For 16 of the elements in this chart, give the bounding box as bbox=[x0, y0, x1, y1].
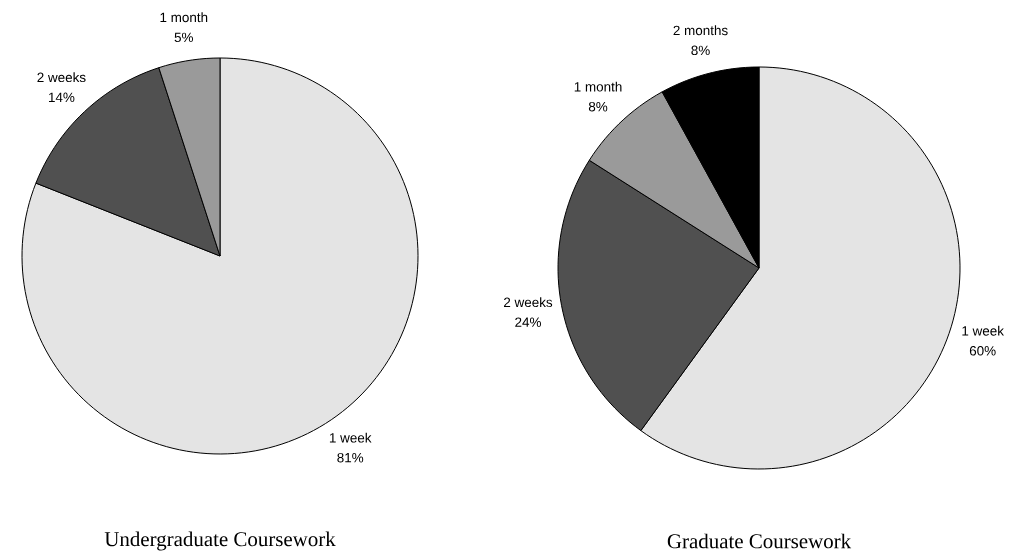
data-label: 81% bbox=[337, 452, 364, 463]
slice-label: 2 weeks bbox=[37, 72, 86, 83]
data-label: 60% bbox=[969, 346, 996, 356]
data-label: 5% bbox=[174, 32, 194, 43]
slice-label: 1 week bbox=[962, 325, 1004, 336]
data-label: 8% bbox=[588, 101, 608, 112]
slice-label: 1 month bbox=[160, 12, 208, 23]
data-label: 8% bbox=[691, 45, 710, 56]
slice-label: 1 month bbox=[574, 81, 622, 92]
data-label: 14% bbox=[49, 92, 75, 102]
slice-label: 2 months bbox=[673, 25, 728, 36]
data-label: 24% bbox=[515, 317, 541, 327]
text: Graduate Coursework bbox=[667, 533, 852, 549]
text: Undergraduate Coursework bbox=[104, 531, 336, 551]
slice-label: 2 weeks bbox=[504, 297, 553, 308]
slice-label: 1 week bbox=[329, 432, 372, 443]
